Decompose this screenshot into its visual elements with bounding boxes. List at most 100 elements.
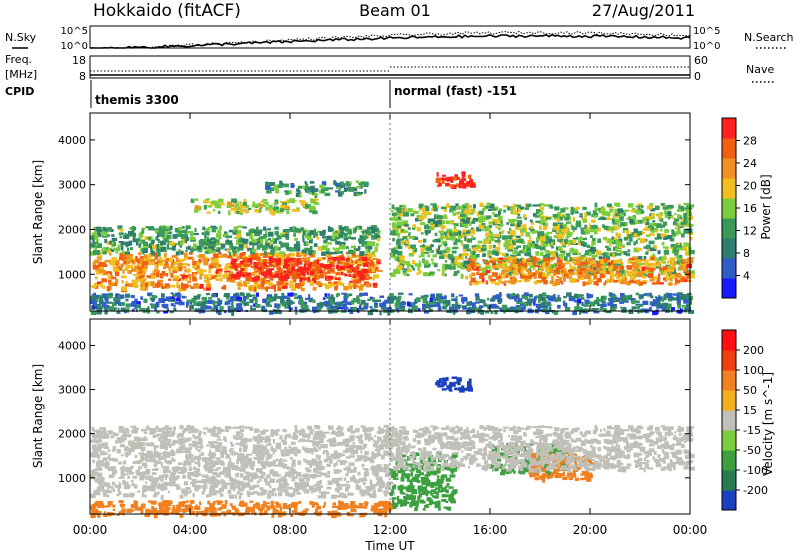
echo-cell — [421, 212, 425, 216]
echo-cell — [204, 250, 209, 254]
colorbar-tick-label: 28 — [743, 135, 757, 148]
echo-cell — [106, 227, 112, 232]
echo-cell — [321, 257, 326, 260]
echo-cell — [201, 296, 208, 301]
echo-cell — [534, 264, 540, 267]
echo-cell — [300, 271, 305, 275]
echo-cell — [263, 226, 267, 231]
echo-cell — [328, 268, 335, 273]
echo-cell — [621, 276, 625, 280]
echo-cell — [270, 284, 277, 290]
echo-cell — [188, 274, 192, 279]
echo-cell — [100, 299, 104, 302]
echo-cell — [507, 249, 514, 252]
echo-cell — [243, 257, 248, 261]
echo-cell — [672, 268, 676, 273]
echo-cell — [416, 272, 420, 275]
echo-cell — [650, 229, 655, 233]
echo-cell — [596, 265, 601, 268]
echo-cell — [479, 272, 486, 276]
echo-cell — [301, 281, 305, 285]
echo-cell — [423, 238, 427, 243]
echo-cell — [237, 287, 241, 290]
echo-cell — [543, 222, 548, 228]
echo-cell — [603, 308, 607, 313]
echo-cell — [357, 259, 361, 262]
echo-cell — [532, 256, 537, 261]
echo-cell — [291, 287, 297, 291]
echo-cell — [192, 260, 198, 266]
echo-cell — [242, 296, 247, 301]
echo-cell — [466, 238, 473, 243]
echo-cell — [572, 207, 578, 213]
echo-cell — [148, 227, 154, 231]
echo-cell — [609, 306, 616, 311]
echo-cell — [205, 287, 211, 291]
echo-cell — [673, 261, 677, 265]
echo-cell — [424, 310, 430, 314]
echo-cell — [600, 298, 605, 302]
echo-cell — [395, 298, 400, 303]
echo-cell — [430, 258, 434, 261]
echo-cell — [523, 263, 527, 268]
echo-cell — [509, 230, 516, 235]
echo-cell — [510, 233, 514, 237]
echo-cell — [382, 306, 386, 311]
echo-cell — [308, 299, 313, 303]
echo-cell — [211, 246, 215, 251]
echo-cell — [593, 267, 597, 271]
echo-cell — [605, 211, 611, 216]
echo-cell — [247, 247, 253, 251]
echo-cell — [473, 280, 478, 284]
echo-cell — [689, 215, 694, 220]
echo-cell — [665, 210, 668, 215]
echo-cell — [516, 239, 520, 243]
echo-cell — [675, 279, 681, 284]
echo-cell — [379, 302, 383, 307]
echo-cell — [655, 276, 658, 280]
echo-cell — [289, 227, 293, 231]
echo-cell — [508, 295, 515, 300]
echo-cell — [181, 275, 188, 278]
echo-cell — [402, 204, 406, 209]
echo-cell — [621, 270, 625, 274]
echo-cell — [523, 292, 529, 296]
echo-cell — [163, 238, 169, 243]
echo-cell — [118, 302, 123, 306]
echo-cell — [536, 236, 539, 242]
echo-cell — [341, 292, 347, 295]
echo-cell — [185, 274, 191, 278]
echo-cell — [262, 259, 268, 264]
echo-cell — [395, 217, 398, 222]
echo-cell — [516, 301, 520, 305]
echo-cell — [171, 430, 176, 436]
echo-cell — [511, 273, 517, 276]
power-data-layer — [90, 171, 695, 316]
echo-cell — [272, 430, 278, 435]
echo-cell — [510, 223, 515, 227]
echo-cell — [516, 245, 521, 248]
echo-cell — [619, 279, 626, 285]
echo-cell — [191, 247, 194, 253]
echo-cell — [625, 295, 630, 300]
echo-cell — [249, 299, 254, 304]
echo-cell — [598, 218, 600, 221]
echo-cell — [245, 277, 251, 281]
echo-cell — [352, 268, 355, 273]
echo-cell — [364, 189, 367, 194]
echo-cell — [247, 494, 251, 498]
echo-cell — [441, 177, 448, 181]
freq-tick-bottom: 8 — [79, 70, 86, 83]
echo-cell — [492, 218, 498, 222]
echo-cell — [497, 251, 502, 255]
echo-cell — [623, 251, 628, 255]
echo-cell — [117, 307, 120, 313]
echo-cell — [173, 304, 176, 308]
echo-cell — [290, 307, 293, 310]
echo-cell — [623, 236, 628, 241]
echo-cell — [450, 230, 454, 233]
echo-cell — [633, 280, 637, 284]
echo-cell — [621, 262, 623, 265]
echo-cell — [226, 240, 231, 246]
echo-cell — [582, 206, 587, 211]
